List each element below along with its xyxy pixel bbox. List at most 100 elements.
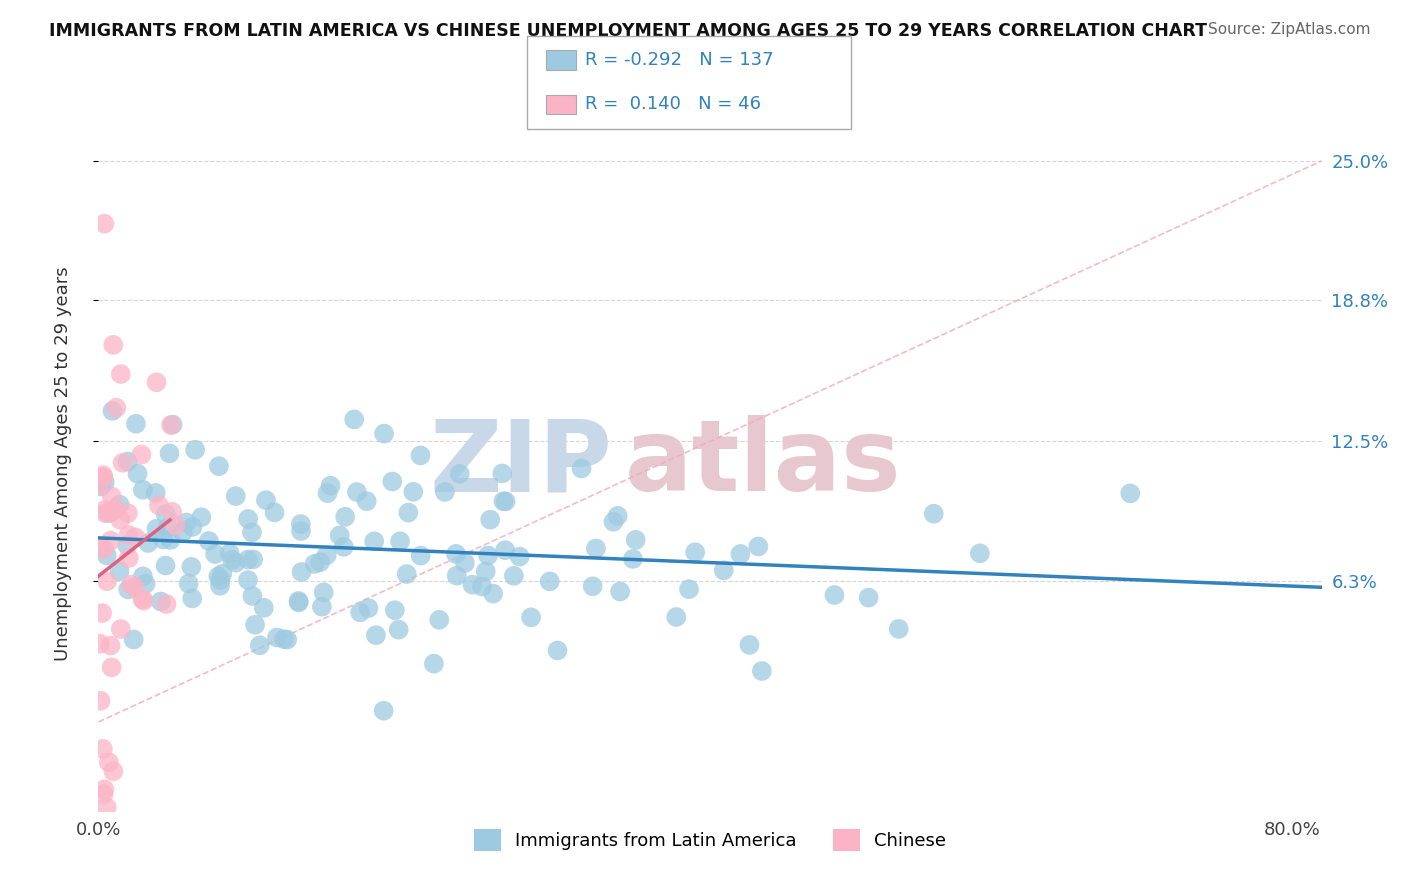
Point [111,456,134,470]
Point [433,485,456,500]
Point [502,569,524,583]
Point [582,579,605,593]
Point [181,591,204,606]
Point [287,595,309,609]
Point [477,549,499,563]
Point [91,468,114,483]
Point [155,597,177,611]
Point [90,479,112,493]
Point [122,632,145,647]
Point [97,756,120,770]
Point [96,574,118,589]
Point [730,547,752,561]
Point [94,503,117,517]
Point [253,600,276,615]
Point [93,541,115,556]
Point [125,417,148,431]
Point [97,506,120,520]
Point [343,412,366,426]
Point [145,376,167,390]
Point [474,565,496,579]
Point [159,533,181,547]
Point [887,622,910,636]
Point [93,787,115,801]
Point [471,579,494,593]
Text: Source: ZipAtlas.com: Source: ZipAtlas.com [1208,22,1371,37]
Point [221,553,243,567]
Point [384,603,406,617]
Point [132,593,155,607]
Point [218,546,240,560]
Point [494,543,516,558]
Point [624,533,647,547]
Point [90,470,112,484]
Point [225,489,247,503]
Point [136,536,159,550]
Point [547,643,569,657]
Point [409,549,432,563]
Point [117,528,139,542]
Point [373,426,395,441]
Point [115,538,138,552]
Point [454,556,477,570]
Point [105,401,128,415]
Point [290,565,312,579]
Point [349,606,371,620]
Point [145,486,167,500]
Point [858,591,880,605]
Point [492,494,515,508]
Point [132,569,155,583]
Point [184,442,207,457]
Point [396,506,419,520]
Point [242,552,264,566]
Point [290,524,312,538]
Point [124,580,146,594]
Point [91,606,114,620]
Point [155,558,177,573]
Point [117,454,139,468]
Point [90,694,112,708]
Point [357,601,380,615]
Point [145,522,167,536]
Point [678,582,700,596]
Point [444,547,467,561]
Point [389,534,412,549]
Point [96,549,118,563]
Point [176,516,198,530]
Point [491,467,513,481]
Point [304,557,326,571]
Point [94,506,117,520]
Point [90,540,112,554]
Legend: Immigrants from Latin America, Chinese: Immigrants from Latin America, Chinese [467,822,953,858]
Point [751,664,773,678]
Point [446,568,468,582]
Point [100,505,122,519]
Point [254,493,277,508]
Point [329,528,352,542]
Point [363,534,385,549]
Point [103,338,125,352]
Point [571,461,593,475]
Point [969,546,991,560]
Point [266,631,288,645]
Point [333,509,356,524]
Point [160,417,183,432]
Point [482,586,505,600]
Point [127,467,149,481]
Point [124,530,146,544]
Point [211,566,233,581]
Point [103,764,125,779]
Point [152,533,174,547]
Point [108,564,131,578]
Point [104,502,127,516]
Point [208,459,231,474]
Point [356,494,378,508]
Point [165,518,187,533]
Point [209,579,232,593]
Point [276,632,298,647]
Point [162,417,184,432]
Text: ZIP: ZIP [429,416,612,512]
Point [621,552,644,566]
Point [449,467,471,481]
Point [100,660,122,674]
